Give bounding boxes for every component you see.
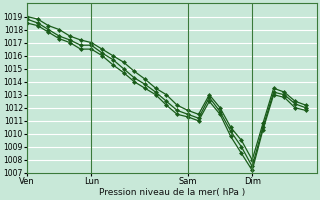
X-axis label: Pression niveau de la mer( hPa ): Pression niveau de la mer( hPa ) <box>99 188 245 197</box>
